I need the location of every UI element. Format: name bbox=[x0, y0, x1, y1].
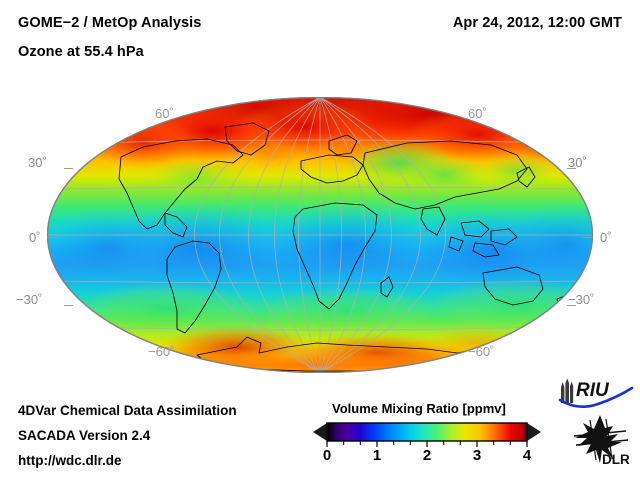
lat-tick-right-0 bbox=[583, 237, 593, 238]
colorbar bbox=[311, 421, 543, 447]
footer-line-method: 4DVar Chemical Data Assimilation bbox=[18, 403, 237, 418]
dlr-logo: DLR bbox=[566, 414, 636, 467]
map-canvas bbox=[47, 97, 593, 373]
graticule-meridians bbox=[194, 97, 446, 373]
colorbar-tick-1: 1 bbox=[372, 447, 382, 464]
mollweide-map bbox=[47, 97, 593, 373]
riu-tower-icon bbox=[561, 378, 574, 403]
lat-label-left-30: 30˚ bbox=[28, 155, 47, 170]
datetime-label: Apr 24, 2012, 12:00 GMT bbox=[452, 15, 622, 31]
lat-label-right-m30: −30˚ bbox=[568, 292, 595, 307]
colorbar-tick-3: 3 bbox=[472, 447, 482, 464]
page-title: GOME−2 / MetOp Analysis bbox=[18, 15, 202, 31]
riu-logo-graphic: RIU bbox=[558, 378, 634, 409]
lat-label-left-m30: −30˚ bbox=[16, 292, 43, 307]
dlr-logo-graphic: DLR bbox=[573, 415, 630, 467]
lat-tick-left-30 bbox=[64, 168, 73, 169]
lat-label-inner-60-left: 60˚ bbox=[155, 106, 174, 121]
colorbar-major-ticks bbox=[326, 441, 528, 447]
riu-logo: RIU bbox=[556, 378, 634, 410]
footer-line-url[interactable]: http://wdc.dlr.de bbox=[18, 453, 122, 468]
dlr-logo-text: DLR bbox=[602, 452, 630, 466]
colorbar-extend-low bbox=[313, 423, 327, 441]
dlr-mark-icon bbox=[573, 415, 629, 463]
colorbar-tick-labels: 0 1 2 3 4 bbox=[311, 447, 543, 469]
colorbar-minor-ticks bbox=[343, 441, 511, 445]
colorbar-title: Volume Mixing Ratio [ppmv] bbox=[332, 401, 506, 416]
lat-tick-left-0 bbox=[47, 237, 57, 238]
variable-subtitle: Ozone at 55.4 hPa bbox=[18, 44, 144, 60]
footer-line-version: SACADA Version 2.4 bbox=[18, 428, 151, 443]
lat-tick-right-m30 bbox=[567, 305, 576, 306]
lat-label-right-0: 0˚ bbox=[600, 230, 612, 245]
colorbar-tick-2: 2 bbox=[422, 447, 432, 464]
lat-label-left-0: 0˚ bbox=[29, 230, 41, 245]
riu-logo-text: RIU bbox=[576, 380, 610, 401]
colorbar-canvas bbox=[313, 422, 541, 447]
map-data-layer bbox=[47, 97, 593, 373]
lat-label-right-30: 30˚ bbox=[568, 155, 587, 170]
colorbar-tick-4: 4 bbox=[522, 447, 532, 464]
colorbar-tick-0: 0 bbox=[322, 447, 332, 464]
lat-tick-right-30 bbox=[567, 168, 576, 169]
riu-wave-icon bbox=[558, 386, 634, 409]
lat-tick-left-m30 bbox=[64, 305, 73, 306]
lat-label-inner-m60-right: −60˚ bbox=[468, 344, 495, 359]
colorbar-extend-high bbox=[527, 423, 541, 441]
lat-label-inner-60-right: 60˚ bbox=[468, 106, 487, 121]
coastlines bbox=[118, 122, 572, 372]
map-outline bbox=[47, 97, 593, 373]
lat-label-inner-m60-left: −60˚ bbox=[148, 344, 175, 359]
